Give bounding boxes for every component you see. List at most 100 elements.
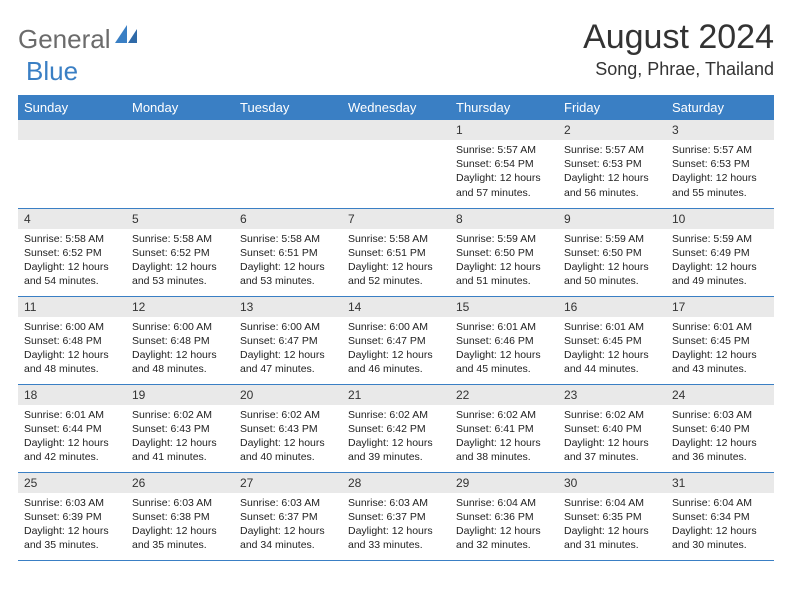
day-details: Sunrise: 6:03 AMSunset: 6:37 PMDaylight:…: [342, 493, 450, 557]
daylight-line: and 35 minutes.: [24, 538, 120, 552]
day-number: 13: [234, 297, 342, 317]
daylight-line: and 47 minutes.: [240, 362, 336, 376]
sunset-line: Sunset: 6:51 PM: [348, 246, 444, 260]
sunset-line: Sunset: 6:48 PM: [24, 334, 120, 348]
sunset-line: Sunset: 6:43 PM: [240, 422, 336, 436]
daylight-line: and 55 minutes.: [672, 186, 768, 200]
day-number: 19: [126, 385, 234, 405]
daylight-line: and 51 minutes.: [456, 274, 552, 288]
sunrise-line: Sunrise: 6:04 AM: [672, 496, 768, 510]
daylight-line: and 35 minutes.: [132, 538, 228, 552]
daylight-line: Daylight: 12 hours: [24, 348, 120, 362]
day-details: Sunrise: 5:57 AMSunset: 6:54 PMDaylight:…: [450, 140, 558, 204]
day-number: 27: [234, 473, 342, 493]
day-details: Sunrise: 6:03 AMSunset: 6:39 PMDaylight:…: [18, 493, 126, 557]
day-number: 8: [450, 209, 558, 229]
sunrise-line: Sunrise: 6:04 AM: [456, 496, 552, 510]
col-wednesday: Wednesday: [342, 95, 450, 120]
day-details: Sunrise: 6:01 AMSunset: 6:46 PMDaylight:…: [450, 317, 558, 381]
day-number: 4: [18, 209, 126, 229]
day-details: Sunrise: 6:02 AMSunset: 6:42 PMDaylight:…: [342, 405, 450, 469]
day-details: Sunrise: 5:58 AMSunset: 6:51 PMDaylight:…: [234, 229, 342, 293]
calendar-cell: 24Sunrise: 6:03 AMSunset: 6:40 PMDayligh…: [666, 384, 774, 472]
calendar-cell: [342, 120, 450, 208]
day-number: 18: [18, 385, 126, 405]
col-sunday: Sunday: [18, 95, 126, 120]
calendar-cell: 13Sunrise: 6:00 AMSunset: 6:47 PMDayligh…: [234, 296, 342, 384]
calendar-cell: 25Sunrise: 6:03 AMSunset: 6:39 PMDayligh…: [18, 472, 126, 560]
sunrise-line: Sunrise: 6:00 AM: [240, 320, 336, 334]
daylight-line: Daylight: 12 hours: [456, 348, 552, 362]
sunset-line: Sunset: 6:50 PM: [456, 246, 552, 260]
calendar-cell: 22Sunrise: 6:02 AMSunset: 6:41 PMDayligh…: [450, 384, 558, 472]
calendar-cell: 27Sunrise: 6:03 AMSunset: 6:37 PMDayligh…: [234, 472, 342, 560]
calendar-cell: 5Sunrise: 5:58 AMSunset: 6:52 PMDaylight…: [126, 208, 234, 296]
sunrise-line: Sunrise: 6:02 AM: [240, 408, 336, 422]
calendar-table: Sunday Monday Tuesday Wednesday Thursday…: [18, 95, 774, 561]
calendar-cell: 14Sunrise: 6:00 AMSunset: 6:47 PMDayligh…: [342, 296, 450, 384]
daylight-line: Daylight: 12 hours: [564, 348, 660, 362]
sunrise-line: Sunrise: 6:02 AM: [456, 408, 552, 422]
daylight-line: Daylight: 12 hours: [672, 524, 768, 538]
sunrise-line: Sunrise: 6:01 AM: [672, 320, 768, 334]
sunset-line: Sunset: 6:45 PM: [564, 334, 660, 348]
daylight-line: and 38 minutes.: [456, 450, 552, 464]
calendar-cell: 12Sunrise: 6:00 AMSunset: 6:48 PMDayligh…: [126, 296, 234, 384]
sunset-line: Sunset: 6:52 PM: [24, 246, 120, 260]
daylight-line: and 41 minutes.: [132, 450, 228, 464]
day-details: Sunrise: 6:04 AMSunset: 6:34 PMDaylight:…: [666, 493, 774, 557]
day-number: 7: [342, 209, 450, 229]
daylight-line: Daylight: 12 hours: [24, 436, 120, 450]
daylight-line: and 48 minutes.: [132, 362, 228, 376]
calendar-cell: 9Sunrise: 5:59 AMSunset: 6:50 PMDaylight…: [558, 208, 666, 296]
sunset-line: Sunset: 6:45 PM: [672, 334, 768, 348]
calendar-row: 1Sunrise: 5:57 AMSunset: 6:54 PMDaylight…: [18, 120, 774, 208]
daylight-line: Daylight: 12 hours: [348, 348, 444, 362]
day-number: 22: [450, 385, 558, 405]
daylight-line: and 57 minutes.: [456, 186, 552, 200]
day-number: 25: [18, 473, 126, 493]
daylight-line: and 39 minutes.: [348, 450, 444, 464]
sunrise-line: Sunrise: 5:57 AM: [456, 143, 552, 157]
daylight-line: and 46 minutes.: [348, 362, 444, 376]
calendar-cell: 19Sunrise: 6:02 AMSunset: 6:43 PMDayligh…: [126, 384, 234, 472]
sunset-line: Sunset: 6:35 PM: [564, 510, 660, 524]
daylight-line: Daylight: 12 hours: [240, 436, 336, 450]
daylight-line: and 53 minutes.: [240, 274, 336, 288]
calendar-row: 25Sunrise: 6:03 AMSunset: 6:39 PMDayligh…: [18, 472, 774, 560]
day-details: Sunrise: 5:57 AMSunset: 6:53 PMDaylight:…: [558, 140, 666, 204]
day-details: Sunrise: 6:01 AMSunset: 6:45 PMDaylight:…: [558, 317, 666, 381]
day-number: 9: [558, 209, 666, 229]
sunrise-line: Sunrise: 5:57 AM: [564, 143, 660, 157]
day-details: Sunrise: 5:58 AMSunset: 6:51 PMDaylight:…: [342, 229, 450, 293]
sunset-line: Sunset: 6:53 PM: [564, 157, 660, 171]
sunrise-line: Sunrise: 5:59 AM: [672, 232, 768, 246]
calendar-cell: 11Sunrise: 6:00 AMSunset: 6:48 PMDayligh…: [18, 296, 126, 384]
sunset-line: Sunset: 6:54 PM: [456, 157, 552, 171]
sunrise-line: Sunrise: 6:03 AM: [24, 496, 120, 510]
daylight-line: and 31 minutes.: [564, 538, 660, 552]
day-details: Sunrise: 6:00 AMSunset: 6:47 PMDaylight:…: [234, 317, 342, 381]
empty-day-band: [342, 120, 450, 140]
sunset-line: Sunset: 6:43 PM: [132, 422, 228, 436]
daylight-line: Daylight: 12 hours: [240, 524, 336, 538]
calendar-cell: 31Sunrise: 6:04 AMSunset: 6:34 PMDayligh…: [666, 472, 774, 560]
day-details: Sunrise: 6:00 AMSunset: 6:48 PMDaylight:…: [126, 317, 234, 381]
sunset-line: Sunset: 6:39 PM: [24, 510, 120, 524]
daylight-line: Daylight: 12 hours: [564, 260, 660, 274]
day-details: Sunrise: 5:59 AMSunset: 6:50 PMDaylight:…: [558, 229, 666, 293]
daylight-line: Daylight: 12 hours: [456, 524, 552, 538]
day-number: 11: [18, 297, 126, 317]
sunrise-line: Sunrise: 6:02 AM: [564, 408, 660, 422]
sunrise-line: Sunrise: 5:58 AM: [24, 232, 120, 246]
daylight-line: and 36 minutes.: [672, 450, 768, 464]
sunset-line: Sunset: 6:47 PM: [348, 334, 444, 348]
day-number: 14: [342, 297, 450, 317]
logo-sail-icon: [115, 25, 137, 48]
daylight-line: and 56 minutes.: [564, 186, 660, 200]
sunset-line: Sunset: 6:41 PM: [456, 422, 552, 436]
day-details: Sunrise: 6:00 AMSunset: 6:48 PMDaylight:…: [18, 317, 126, 381]
sunset-line: Sunset: 6:48 PM: [132, 334, 228, 348]
sunset-line: Sunset: 6:37 PM: [348, 510, 444, 524]
daylight-line: Daylight: 12 hours: [564, 436, 660, 450]
